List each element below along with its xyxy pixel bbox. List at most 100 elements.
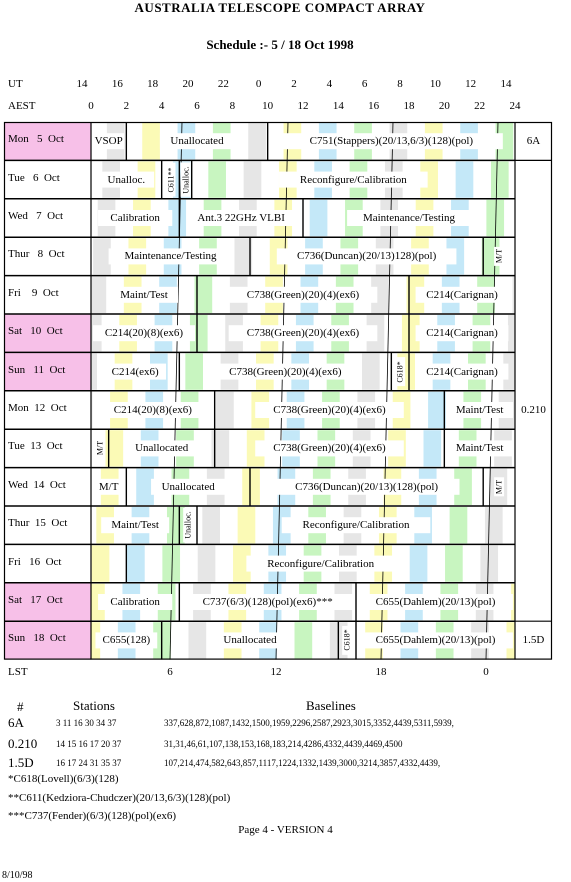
time-stripe: [136, 468, 154, 505]
schedule-grid: [3, 121, 553, 660]
day-label: Wed 14 Oct: [8, 478, 66, 491]
day-label: Sat 10 Oct: [8, 325, 63, 338]
time-stripe: [243, 161, 262, 198]
label-backdrop: [415, 325, 509, 342]
time-stripe: [93, 238, 111, 275]
aest-axis-label: AEST: [8, 100, 36, 112]
array-name: 6A: [8, 715, 24, 730]
time-stripe: [216, 391, 234, 429]
time-stripe: [455, 161, 474, 198]
ut-tick: 8: [397, 78, 403, 90]
label-backdrop: [446, 402, 513, 418]
schedule-block: C214(Carignan): [426, 288, 498, 301]
label-backdrop: [104, 363, 167, 380]
label-backdrop: [108, 248, 233, 265]
label-backdrop: [211, 363, 360, 380]
aest-tick: 18: [403, 100, 415, 112]
time-stripe: [91, 391, 93, 429]
label-backdrop: [98, 210, 173, 226]
schedule-block: Unallocated: [170, 135, 224, 148]
schedule-block: M/T: [494, 479, 504, 494]
schedule-block: Maintenance/Testing: [124, 250, 217, 263]
time-stripe: [420, 161, 438, 198]
weekend-cell: [4, 314, 91, 353]
label-backdrop: [415, 363, 509, 380]
time-stripe: [495, 123, 514, 160]
schedule-block: Maint/Test: [111, 519, 159, 532]
schedule-block: C214(20)(8)(ex6): [113, 404, 192, 416]
schedule-block: C738(Green)(20)(4)(ex6): [273, 404, 386, 416]
time-stripe: [294, 622, 313, 659]
label-backdrop: [183, 508, 194, 543]
ut-tick: 12: [465, 78, 477, 90]
label-backdrop: [98, 171, 155, 188]
aest-tick: 12: [297, 100, 309, 112]
label-backdrop: [395, 357, 406, 387]
schedule-block: C618*: [342, 629, 352, 652]
time-stripe: [202, 507, 220, 544]
time-stripe: [423, 430, 442, 467]
schedule-block: M/T: [494, 249, 504, 264]
schedule-block: Ant.3 22GHz VLBI: [197, 212, 285, 224]
weekend-cell: [4, 122, 91, 161]
label-backdrop: [246, 555, 395, 572]
time-stripe: [91, 583, 105, 621]
time-stripe: [511, 583, 515, 621]
label-backdrop: [255, 440, 404, 457]
time-stripe: [91, 545, 110, 582]
time-stripe: [507, 315, 515, 352]
day-label: Wed 7 Oct: [8, 210, 64, 222]
label-backdrop: [95, 632, 158, 649]
aest-tick: 4: [158, 100, 165, 112]
aest-tick: 0: [88, 100, 94, 112]
aest-tick: 2: [123, 100, 130, 112]
label-backdrop: [124, 440, 199, 457]
time-stripe: [233, 545, 251, 582]
ut-axis-label: UT: [8, 78, 23, 90]
schedule-block: M/T: [95, 441, 105, 456]
lst-tick: 6: [167, 666, 173, 678]
array-name: 0.210: [8, 736, 38, 751]
lst-tick: 0: [483, 666, 489, 678]
ut-tick: 4: [326, 78, 333, 90]
schedule-block: C214(Carignan): [426, 365, 498, 378]
time-stripe: [454, 468, 472, 505]
day-label: Mon 5 Oct: [8, 133, 64, 146]
array-stations: 16 17 24 31 35 37: [56, 758, 122, 768]
aest-tick: 8: [229, 100, 236, 112]
schedule-block: Unalloc.: [183, 511, 193, 539]
label-backdrop: [228, 286, 378, 303]
day-label: Fri 16 Oct: [8, 555, 62, 568]
label-backdrop: [110, 286, 178, 303]
array-baselines: 31,31,46,61,107,138,153,168,183,214,4286…: [164, 739, 403, 749]
schedule-block: Reconfigure/Calibration: [267, 557, 375, 570]
ut-tick: 6: [361, 78, 368, 90]
schedule-block: C738(Green)(20)(4)(ex6): [246, 327, 360, 340]
label-backdrop: [212, 632, 288, 649]
time-stripe: [445, 545, 463, 582]
label-backdrop: [342, 625, 353, 655]
footnote: *C618(Lovell)(6/3)(128): [8, 773, 119, 785]
time-stripe: [406, 276, 425, 313]
schedule-block: C738(Green)(20)(4)(ex6): [246, 288, 360, 301]
lst-tick: 18: [375, 666, 387, 678]
time-stripe: [503, 353, 515, 390]
schedule-block: Maintenance/Testing: [362, 212, 456, 224]
label-backdrop: [279, 171, 428, 188]
label-backdrop: [281, 517, 431, 534]
label-backdrop: [358, 632, 513, 649]
aest-tick: 20: [438, 100, 450, 112]
schedule-block: Unallocated: [223, 634, 277, 647]
schedule-block: C737(6/3)(128)(pol)(ex6)***: [202, 596, 333, 608]
schedule-block: Unallocated: [135, 442, 189, 455]
label-backdrop: [276, 248, 457, 265]
page-title: AUSTRALIA TELESCOPE COMPACT ARRAY: [134, 0, 426, 15]
schedule-block: Calibration: [110, 596, 160, 608]
time-stripe: [480, 545, 499, 582]
schedule-block: C655(Dahlem)(20/13)(pol): [375, 634, 496, 647]
label-backdrop: [96, 478, 121, 495]
schedule-block: Reconfigure/Calibration: [302, 519, 410, 532]
time-stripe: [166, 507, 185, 544]
time-stripe: [91, 353, 98, 390]
day-label: Mon 12 Oct: [8, 402, 67, 414]
